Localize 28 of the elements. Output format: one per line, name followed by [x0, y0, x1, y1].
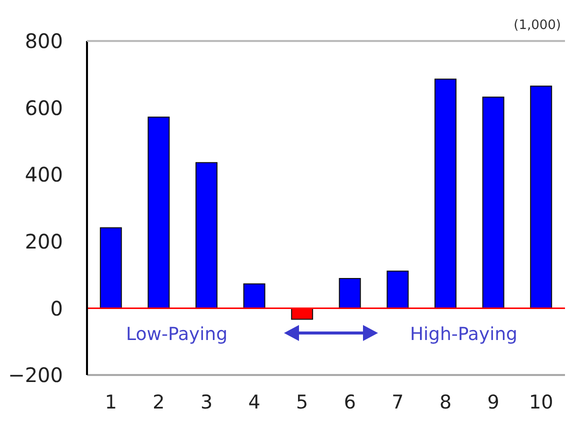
y-tick-label: 800: [24, 29, 63, 54]
x-tick-label: 3: [200, 391, 213, 414]
bar: [386, 270, 409, 309]
y-tick-label: 0: [50, 296, 63, 320]
x-tick-label: 10: [529, 391, 554, 414]
bar: [148, 116, 170, 309]
bar: [530, 86, 552, 309]
y-tick-label: 200: [24, 230, 63, 254]
annotation: High-Paying: [410, 324, 518, 345]
y-tick-label: 600: [24, 96, 63, 120]
x-tick-label: 7: [392, 391, 404, 414]
x-tick-label: 6: [344, 391, 356, 414]
bar: [434, 78, 456, 309]
text: (1,000): [514, 18, 561, 33]
y-tick-label: 400: [24, 162, 63, 187]
bar: [195, 162, 218, 309]
x-tick-label: 1: [104, 391, 117, 414]
x-tick-label: 2: [152, 391, 165, 414]
x-tick-label: 4: [248, 391, 260, 414]
bar: [100, 227, 122, 309]
bar: [243, 283, 266, 309]
y-tick-label: −200: [8, 363, 63, 388]
x-tick-label: 9: [487, 391, 500, 414]
bar: [482, 96, 504, 309]
bar: [338, 278, 361, 309]
annotation: Low-Paying: [126, 324, 228, 345]
x-tick-label: 5: [296, 391, 308, 414]
x-tick-label: 8: [439, 391, 452, 414]
